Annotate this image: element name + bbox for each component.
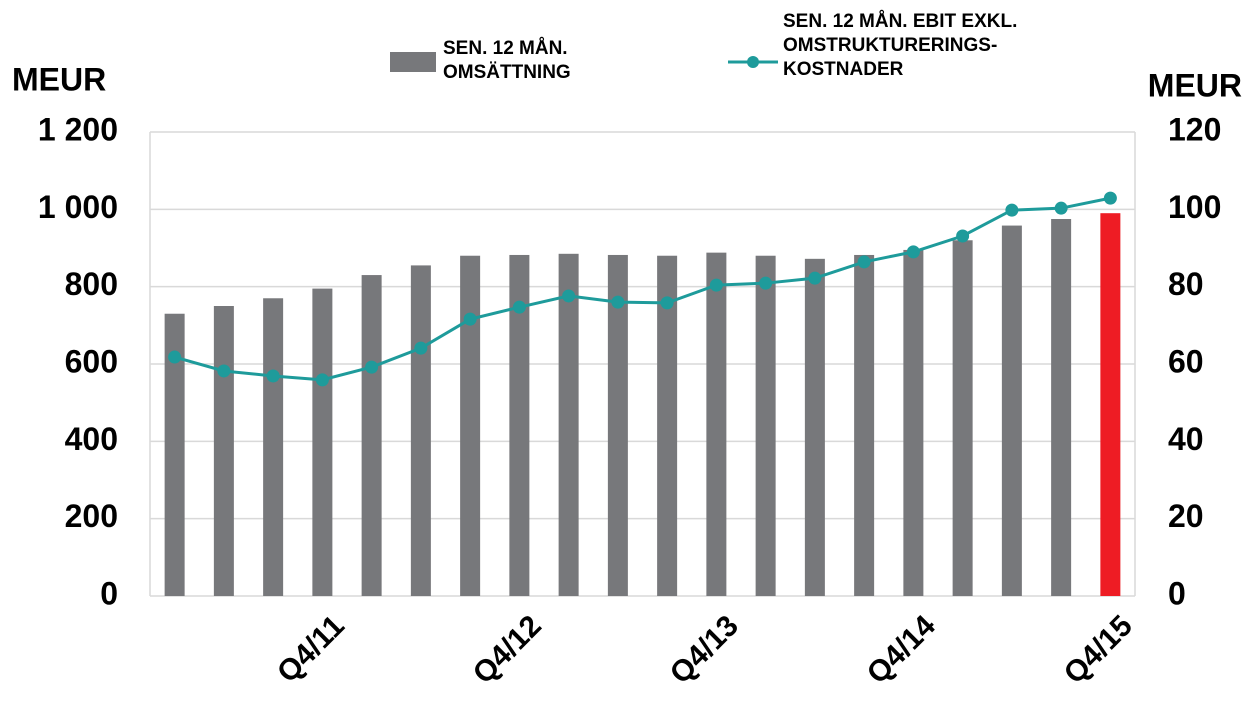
x-tick-label: Q4/13 (664, 609, 745, 690)
y-tick-label: 0 (100, 575, 118, 611)
point (1005, 203, 1019, 217)
y2-tick-label: 120 (1168, 111, 1221, 147)
x-tick-label: Q4/15 (1058, 609, 1139, 690)
bar (903, 249, 924, 596)
bar (706, 252, 727, 596)
point (857, 255, 871, 269)
bar (1051, 219, 1072, 596)
y2-tick-label: 40 (1168, 421, 1204, 457)
bar (164, 313, 185, 596)
point (1103, 191, 1117, 205)
bar (361, 275, 382, 596)
bar (509, 254, 530, 596)
bar (460, 255, 481, 596)
x-tick-label: Q4/12 (467, 609, 548, 690)
y-axis-title: MEUR (12, 61, 106, 97)
bar (263, 298, 284, 596)
y2-tick-label: 20 (1168, 498, 1204, 534)
point (759, 276, 773, 290)
y2-tick-label: 100 (1168, 189, 1221, 225)
point (315, 373, 329, 387)
point (709, 278, 723, 292)
legend-swatch-dot (747, 56, 759, 68)
point (512, 300, 526, 314)
legend-label: SEN. 12 MÅN. OMSÄTTNING (443, 38, 571, 83)
bar (410, 265, 431, 596)
legend-swatch-bar (390, 52, 436, 72)
bar (1001, 225, 1022, 596)
point (365, 360, 379, 374)
y-tick-label: 1 000 (38, 189, 118, 225)
bar (607, 254, 628, 596)
bar (213, 306, 234, 596)
bar (312, 288, 333, 596)
bar (1100, 213, 1121, 596)
bar (804, 258, 825, 596)
bar (755, 255, 776, 596)
y-tick-label: 1 200 (38, 111, 118, 147)
legend-label: SEN. 12 MÅN. EBIT EXKL. OMSTRUKTURERINGS… (783, 11, 1018, 80)
line (174, 196, 1111, 382)
point (1054, 201, 1068, 215)
point (463, 312, 477, 326)
point (414, 341, 428, 355)
x-tick-label: Q4/11 (271, 609, 351, 689)
y-tick-label: 800 (65, 266, 118, 302)
y2-tick-label: 60 (1168, 343, 1204, 379)
bar (854, 254, 875, 596)
point (168, 350, 182, 364)
y2-tick-label: 80 (1168, 266, 1204, 302)
point (956, 229, 970, 243)
y2-tick-label: 0 (1168, 575, 1186, 611)
point (562, 289, 576, 303)
bar (952, 240, 973, 596)
point (266, 369, 280, 383)
bar (558, 253, 579, 597)
bar (657, 255, 678, 596)
y-tick-label: 200 (65, 498, 118, 534)
point (660, 296, 674, 310)
y2-axis-title: MEUR (1148, 67, 1242, 103)
x-tick-label: Q4/14 (861, 609, 942, 690)
point (906, 245, 920, 259)
point (808, 271, 822, 285)
y-tick-label: 600 (65, 343, 118, 379)
point (217, 364, 231, 378)
y-tick-label: 400 (65, 421, 118, 457)
point (611, 295, 625, 309)
